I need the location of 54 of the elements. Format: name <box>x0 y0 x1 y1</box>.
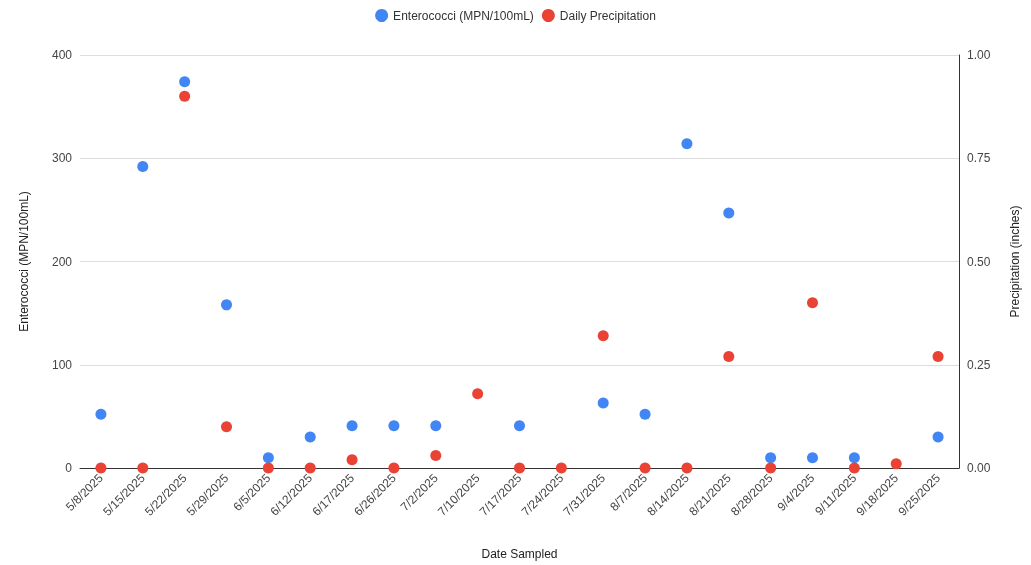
y2-tick-label: 1.00 <box>967 48 991 62</box>
y-tick-label: 0 <box>65 461 73 475</box>
point <box>221 299 232 311</box>
point <box>304 462 316 474</box>
point <box>179 90 191 102</box>
y-axis-title: Enterococci (MPN/100mL) <box>17 191 31 332</box>
point <box>681 138 693 150</box>
point <box>765 462 777 474</box>
x-axis-title: Date Sampled <box>481 547 558 561</box>
point <box>388 462 400 474</box>
point <box>807 297 818 309</box>
point <box>807 452 818 464</box>
y2-axis-title: Precipitation (inches) <box>1008 205 1022 318</box>
point <box>346 454 358 466</box>
point <box>555 462 567 474</box>
y2-tick-label: 0.00 <box>967 461 991 475</box>
point <box>514 462 525 474</box>
point <box>137 161 149 173</box>
point <box>95 408 107 420</box>
point <box>890 458 902 470</box>
point <box>137 462 149 474</box>
point <box>765 452 777 464</box>
point <box>848 462 860 474</box>
y2-tick-label: 0.75 <box>967 151 991 166</box>
legend-label: Daily Precipitation <box>559 8 656 23</box>
point <box>723 350 735 362</box>
y-tick-label: 300 <box>51 151 73 166</box>
point <box>723 207 735 219</box>
point <box>221 421 232 433</box>
point <box>472 388 484 400</box>
y2-tick-label: 0.25 <box>967 357 991 372</box>
point <box>932 431 944 443</box>
point <box>639 462 651 474</box>
y-tick-label: 400 <box>51 48 73 62</box>
point <box>681 462 693 474</box>
point <box>430 420 442 432</box>
point <box>346 420 358 432</box>
point <box>848 452 860 464</box>
point <box>262 452 274 464</box>
point <box>95 462 107 474</box>
point <box>262 462 274 474</box>
point <box>932 350 944 362</box>
y2-tick-label: 0.50 <box>967 254 991 269</box>
point <box>514 420 525 432</box>
point <box>597 397 609 409</box>
point <box>304 431 316 443</box>
y-tick-label: 100 <box>51 357 73 372</box>
point <box>597 330 609 342</box>
y-tick-label: 200 <box>51 254 73 269</box>
point <box>639 408 651 420</box>
point <box>430 450 442 462</box>
point <box>388 420 400 432</box>
point <box>179 76 191 88</box>
legend-label: Enterococci (MPN/100mL) <box>393 8 534 23</box>
